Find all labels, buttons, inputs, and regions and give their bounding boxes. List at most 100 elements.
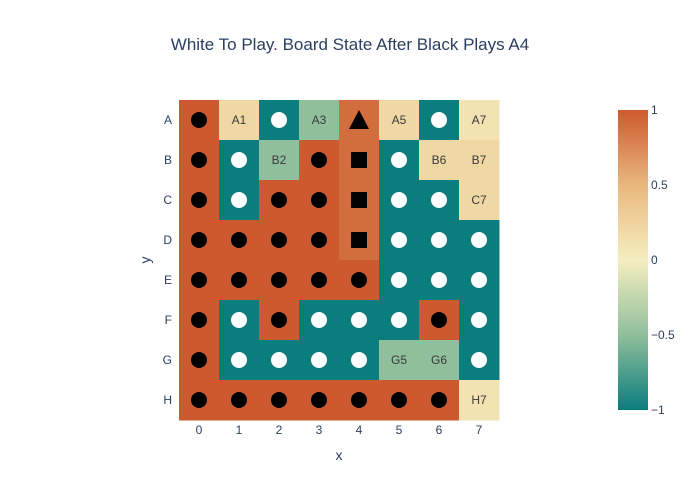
cell-label: G6 (431, 353, 447, 367)
y-tick-label: D (163, 233, 172, 247)
cell-label: A1 (232, 113, 247, 127)
x-tick-label: 2 (276, 423, 283, 437)
x-axis-ticks: 0 1 2 3 4 5 6 7 (196, 423, 483, 437)
black-square-marker (351, 192, 367, 208)
white-circle-marker (431, 192, 447, 208)
colorbar-ticks: −1 −0.5 0 0.5 1 (651, 103, 675, 417)
black-circle-marker (191, 192, 207, 208)
x-tick-label: 0 (196, 423, 203, 437)
white-circle-marker (311, 312, 327, 328)
black-circle-marker (271, 392, 287, 408)
black-circle-marker (311, 272, 327, 288)
y-axis-ticks: A B C D E F G H (163, 113, 173, 407)
white-circle-marker (431, 232, 447, 248)
white-circle-marker (351, 352, 367, 368)
cell-label: C7 (471, 193, 487, 207)
colorbar-tick-label: −1 (651, 403, 665, 417)
y-tick-label: F (165, 313, 172, 327)
x-tick-label: 3 (316, 423, 323, 437)
heatmap-cell (419, 140, 460, 181)
white-circle-marker (431, 112, 447, 128)
white-circle-marker (471, 312, 487, 328)
black-circle-marker (191, 232, 207, 248)
heatmap-cells (179, 100, 500, 421)
cell-labels: A1 A3 A5 A7 B2 B6 B7 C7 G5 G6 H7 (232, 113, 487, 407)
black-circle-marker (191, 272, 207, 288)
chart-title: White To Play. Board State After Black P… (171, 35, 529, 54)
cell-label: G5 (391, 353, 407, 367)
heatmap-cell (419, 340, 460, 381)
black-circle-marker (191, 312, 207, 328)
black-circle-marker (311, 152, 327, 168)
y-tick-label: B (164, 153, 172, 167)
white-circle-marker (351, 312, 367, 328)
white-circle-marker (391, 232, 407, 248)
colorbar-tick-label: 1 (651, 103, 658, 117)
cell-label: B2 (272, 153, 287, 167)
cell-label: B7 (472, 153, 487, 167)
heatmap-cell (459, 140, 500, 181)
white-circle-marker (311, 352, 327, 368)
black-circle-marker (231, 272, 247, 288)
black-circle-marker (311, 392, 327, 408)
black-circle-marker (311, 232, 327, 248)
black-circle-marker (431, 392, 447, 408)
white-circle-marker (271, 352, 287, 368)
black-circle-marker (271, 272, 287, 288)
black-circle-marker (351, 392, 367, 408)
x-tick-label: 6 (436, 423, 443, 437)
white-circle-marker (471, 272, 487, 288)
heatmap-cell (459, 180, 500, 221)
cell-label: A7 (472, 113, 487, 127)
y-axis-title: y (137, 257, 153, 264)
heatmap-cell (219, 100, 260, 141)
white-circle-marker (271, 112, 287, 128)
x-tick-label: 5 (396, 423, 403, 437)
white-circle-marker (471, 232, 487, 248)
cell-label: H7 (471, 393, 487, 407)
colorbar-tick-label: 0.5 (651, 178, 668, 192)
white-circle-marker (391, 192, 407, 208)
y-tick-label: G (163, 353, 172, 367)
y-tick-label: A (164, 113, 172, 127)
white-circle-marker (231, 192, 247, 208)
colorbar (618, 110, 648, 410)
black-circle-marker (431, 312, 447, 328)
white-circle-marker (231, 152, 247, 168)
heatmap-cell (259, 140, 300, 181)
y-tick-label: H (163, 393, 172, 407)
heatmap-cell (459, 100, 500, 141)
black-triangle-marker (349, 110, 369, 129)
white-circle-marker (431, 272, 447, 288)
white-circle-marker (391, 272, 407, 288)
black-circle-marker (311, 192, 327, 208)
black-circle-marker (191, 392, 207, 408)
cell-label: A3 (312, 113, 327, 127)
white-circle-marker (231, 312, 247, 328)
cell-label: A5 (392, 113, 407, 127)
black-circle-marker (231, 232, 247, 248)
x-tick-label: 4 (356, 423, 363, 437)
y-tick-label: E (164, 273, 172, 287)
heatmap-cell (459, 380, 500, 421)
black-circle-marker (351, 272, 367, 288)
black-square-marker (351, 232, 367, 248)
cell-label: B6 (432, 153, 447, 167)
colorbar-tick-label: −0.5 (651, 328, 675, 342)
heatmap-cell (379, 340, 420, 381)
x-tick-label: 1 (236, 423, 243, 437)
x-tick-label: 7 (476, 423, 483, 437)
heatmap-cell (299, 100, 340, 141)
heatmap-cell (379, 100, 420, 141)
y-tick-label: C (163, 193, 172, 207)
black-circle-marker (191, 352, 207, 368)
x-axis-title: x (336, 447, 343, 463)
black-circle-marker (191, 112, 207, 128)
black-circle-marker (231, 392, 247, 408)
black-square-marker (351, 152, 367, 168)
stone-markers (191, 110, 487, 408)
black-circle-marker (271, 192, 287, 208)
white-circle-marker (391, 152, 407, 168)
black-circle-marker (191, 152, 207, 168)
